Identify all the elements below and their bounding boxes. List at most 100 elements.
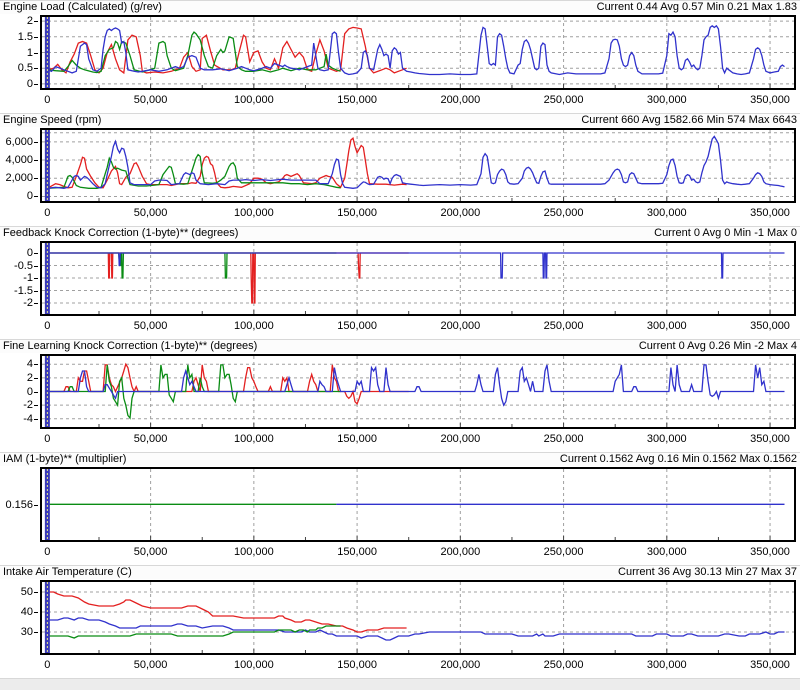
- y-tick-mark: [34, 178, 38, 180]
- x-tick-label: 200,000: [440, 320, 481, 332]
- x-tick-label: 200,000: [440, 207, 481, 219]
- x-tick-label: 300,000: [646, 546, 687, 558]
- position-cursor[interactable]: [44, 243, 50, 314]
- y-tick-mark: [34, 377, 38, 379]
- x-tick-label: 100,000: [233, 94, 274, 106]
- x-tick-label: 250,000: [543, 659, 584, 671]
- y-tick-label: 0: [26, 77, 33, 90]
- x-tick-label: 350,000: [750, 94, 790, 106]
- x-tick-label: 50,000: [133, 94, 168, 106]
- series-green: [47, 364, 341, 420]
- position-cursor[interactable]: [44, 17, 50, 88]
- y-tick-label: -0.5: [14, 259, 33, 272]
- y-tick-mark: [34, 83, 38, 85]
- series-blue: [47, 24, 785, 76]
- x-tick-label: 0: [44, 320, 51, 332]
- chart-title: Engine Load (Calculated) (g/rev): [3, 1, 162, 13]
- chart-title-bar: Feedback Knock Correction (1-byte)** (de…: [0, 226, 800, 240]
- chart-stats: Current 36 Avg 30.13 Min 27 Max 37: [618, 566, 797, 578]
- y-axis: 0.156: [0, 466, 40, 543]
- status-strip: [0, 678, 800, 690]
- y-tick-label: 1.5: [17, 30, 33, 43]
- chart-title-bar: Engine Speed (rpm) Current 660 Avg 1582.…: [0, 113, 800, 127]
- chart-plot[interactable]: [40, 241, 796, 316]
- x-tick-label: 350,000: [750, 659, 790, 671]
- y-tick-label: 30: [20, 626, 33, 638]
- series-red: [47, 591, 407, 633]
- y-axis: 50 40 30: [0, 579, 40, 656]
- y-tick-mark: [34, 632, 38, 633]
- x-tick-label: 150,000: [337, 94, 377, 106]
- y-tick-label: -2: [23, 297, 33, 309]
- chart-title-bar: Intake Air Temperature (C) Current 36 Av…: [0, 565, 800, 579]
- x-tick-label: 250,000: [543, 320, 584, 332]
- x-tick-label: 0: [44, 433, 51, 445]
- x-tick-label: 100,000: [233, 433, 274, 445]
- chart-stats: Current 0 Avg 0.26 Min -2 Max 4: [638, 340, 797, 352]
- x-tick-label: 200,000: [440, 659, 481, 671]
- y-tick-label: 0.5: [17, 62, 33, 75]
- chart-plot[interactable]: [40, 467, 796, 542]
- chart-stats: Current 0.44 Avg 0.57 Min 0.21 Max 1.83: [596, 1, 797, 13]
- x-axis: 0 50,000 100,000 150,000 200,000 250,000 300,0…: [0, 204, 800, 226]
- y-tick-label: -4: [23, 412, 33, 425]
- chart-canvas[interactable]: [42, 582, 794, 653]
- y-tick-mark: [34, 391, 38, 393]
- y-tick-mark: [34, 160, 38, 162]
- y-tick-label: 40: [20, 606, 33, 618]
- chart-title-bar: IAM (1-byte)** (multiplier) Current 0.15…: [0, 452, 800, 466]
- y-tick-mark: [34, 196, 38, 198]
- x-tick-label: 50,000: [133, 433, 168, 445]
- x-axis: 0 50,000 100,000 150,000 200,000 250,000 300,0…: [0, 543, 800, 565]
- x-tick-label: 300,000: [646, 94, 687, 106]
- y-tick-label: 0: [26, 190, 33, 203]
- x-tick-label: 100,000: [233, 207, 274, 219]
- chart-stats: Current 660 Avg 1582.66 Min 574 Max 6643: [581, 114, 797, 126]
- y-tick-mark: [34, 303, 38, 304]
- y-axis: 4 2 0 -2 -4: [0, 353, 40, 430]
- chart-title: Feedback Knock Correction (1-byte)** (de…: [3, 227, 239, 239]
- chart-canvas[interactable]: [42, 130, 794, 201]
- chart-canvas[interactable]: [42, 17, 794, 88]
- y-tick-mark: [34, 592, 38, 593]
- series-blue: [47, 617, 785, 641]
- y-tick-mark: [34, 21, 38, 23]
- chart-panel-iam: IAM (1-byte)** (multiplier) Current 0.15…: [0, 452, 800, 565]
- x-tick-label: 250,000: [543, 546, 584, 558]
- y-tick-label: 6,000: [5, 135, 33, 148]
- y-tick-label: 0: [26, 385, 33, 398]
- chart-title-bar: Fine Learning Knock Correction (1-byte)*…: [0, 339, 800, 353]
- y-tick-mark: [34, 253, 38, 254]
- x-axis: 0 50,000 100,000 150,000 200,000 250,000 300,0…: [0, 430, 800, 452]
- position-cursor[interactable]: [44, 130, 50, 201]
- chart-panel-fine-knock: Fine Learning Knock Correction (1-byte)*…: [0, 339, 800, 452]
- y-tick-label: 1: [26, 46, 33, 59]
- x-tick-label: 50,000: [133, 546, 168, 558]
- chart-plot[interactable]: [40, 354, 796, 429]
- series-blue: [47, 364, 785, 407]
- chart-title-bar: Engine Load (Calculated) (g/rev) Current…: [0, 0, 800, 14]
- y-tick-label: 50: [20, 586, 33, 598]
- position-cursor[interactable]: [44, 582, 50, 653]
- y-tick-mark: [34, 36, 38, 38]
- y-tick-label: -1: [23, 272, 33, 284]
- chart-plot[interactable]: [40, 128, 796, 203]
- position-cursor[interactable]: [44, 356, 50, 427]
- position-cursor[interactable]: [44, 469, 50, 540]
- x-tick-label: 200,000: [440, 546, 481, 558]
- chart-canvas[interactable]: [42, 243, 794, 314]
- x-tick-label: 200,000: [440, 94, 481, 106]
- chart-panel-iat: Intake Air Temperature (C) Current 36 Av…: [0, 565, 800, 678]
- chart-plot[interactable]: [40, 580, 796, 655]
- y-tick-label: 2,000: [5, 172, 33, 185]
- y-tick-label: 4: [26, 358, 33, 371]
- x-tick-label: 250,000: [543, 433, 584, 445]
- x-tick-label: 0: [44, 546, 51, 558]
- x-tick-label: 200,000: [440, 433, 481, 445]
- chart-canvas[interactable]: [42, 469, 794, 540]
- chart-title: Engine Speed (rpm): [3, 114, 102, 126]
- x-tick-label: 50,000: [133, 659, 168, 671]
- series-red: [47, 137, 407, 189]
- chart-plot[interactable]: [40, 15, 796, 90]
- chart-canvas[interactable]: [42, 356, 794, 427]
